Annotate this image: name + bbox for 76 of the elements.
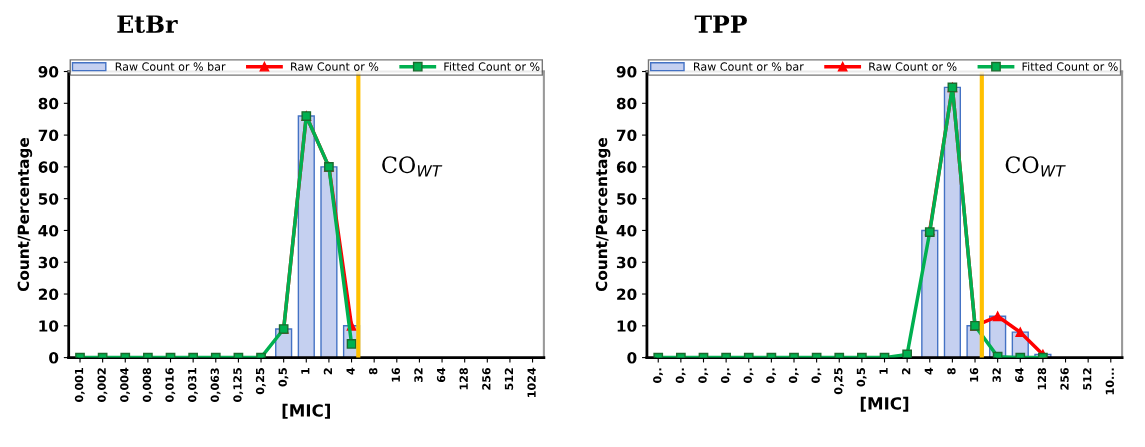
y-tick-label: 60 bbox=[38, 161, 59, 173]
legend-label: Raw Count or % bar bbox=[694, 62, 804, 71]
y-tick-label: 30 bbox=[616, 256, 637, 269]
x-tick-label: 0,. bbox=[720, 368, 731, 383]
y-tick-label: 0 bbox=[627, 352, 637, 364]
y-tick-label: 50 bbox=[38, 193, 59, 205]
y-tick-label: 80 bbox=[38, 97, 59, 110]
y-tick-label: 20 bbox=[617, 288, 637, 301]
legend-label: Raw Count or % bar bbox=[115, 62, 226, 71]
x-tick-label: 512 bbox=[504, 368, 514, 390]
x-tick-label: 0,. bbox=[698, 368, 709, 383]
x-tick-label: 32 bbox=[992, 368, 1001, 383]
x-tick-label: 32 bbox=[414, 368, 423, 383]
y-tick-label: 90 bbox=[38, 65, 59, 78]
x-tick-label: 64 bbox=[436, 367, 446, 383]
legend-label: Raw Count or % bbox=[869, 62, 957, 71]
x-tick-label: 0,125 bbox=[233, 368, 244, 402]
legend-label: Fitted Count or % bbox=[444, 62, 540, 71]
ref-line-label: CO$_{WT}$ bbox=[382, 156, 443, 177]
x-tick-label: 8 bbox=[947, 368, 956, 375]
x-tick-label: 256 bbox=[482, 367, 491, 390]
y-tick-label: 70 bbox=[616, 129, 637, 142]
x-tick-label: 0,031 bbox=[187, 368, 198, 402]
legend-label: Raw Count or % bbox=[291, 62, 379, 71]
x-tick-label: 2 bbox=[901, 368, 911, 375]
x-tick-label: 8 bbox=[368, 368, 378, 375]
ref-line-label: CO$_{WT}$ bbox=[1005, 156, 1066, 177]
y-tick-label: 10 bbox=[39, 320, 59, 332]
x-tick-label: 0,. bbox=[811, 368, 822, 383]
x-tick-label: 10... bbox=[1105, 368, 1115, 395]
x-tick-label: 16 bbox=[969, 367, 979, 382]
x-tick-label: 4 bbox=[346, 367, 355, 375]
x-tick-label: 0,. bbox=[653, 368, 663, 383]
x-tick-label: 128 bbox=[1037, 368, 1047, 390]
x-tick-label: 4 bbox=[924, 367, 933, 375]
x-axis-title: [MIC] bbox=[860, 396, 909, 412]
x-tick-label: 0,008 bbox=[142, 368, 153, 402]
x-tick-label: 0,063 bbox=[210, 368, 221, 402]
y-tick-label: 80 bbox=[616, 97, 637, 110]
x-tick-label: 0,016 bbox=[165, 367, 176, 402]
y-axis-title: Count/Percentage bbox=[595, 137, 611, 292]
x-tick-label: 0,002 bbox=[97, 368, 108, 402]
y-tick-label: 60 bbox=[616, 161, 637, 173]
y-axis-title: Count/Percentage bbox=[17, 137, 33, 292]
x-tick-label: 0,004 bbox=[120, 367, 130, 402]
chart-title: TPP bbox=[694, 15, 747, 33]
y-tick-label: 40 bbox=[38, 224, 59, 237]
x-tick-label: 1 bbox=[301, 368, 310, 374]
x-tick-label: 2 bbox=[323, 368, 332, 375]
y-tick-label: 10 bbox=[617, 320, 637, 332]
x-tick-label: 0,5 bbox=[278, 368, 289, 387]
x-axis-title: [MIC] bbox=[282, 403, 330, 419]
y-tick-label: 90 bbox=[616, 65, 637, 78]
x-tick-label: 16 bbox=[391, 367, 401, 382]
y-tick-label: 0 bbox=[49, 352, 59, 364]
x-tick-label: 0,. bbox=[743, 368, 754, 383]
x-tick-label: 0,5 bbox=[856, 368, 867, 387]
x-tick-label: 512 bbox=[1082, 368, 1092, 390]
x-tick-label: 0,001 bbox=[74, 368, 85, 402]
x-tick-label: 0,. bbox=[766, 368, 777, 383]
chart-title: EtBr bbox=[117, 15, 178, 33]
x-tick-label: 0,. bbox=[788, 368, 799, 383]
y-tick-label: 30 bbox=[38, 256, 59, 269]
x-tick-label: 64 bbox=[1015, 367, 1024, 383]
x-tick-label: 0,. bbox=[675, 368, 686, 383]
y-tick-label: 70 bbox=[38, 129, 59, 142]
x-tick-label: 256 bbox=[1060, 367, 1069, 390]
x-tick-label: 0,25 bbox=[255, 368, 266, 395]
x-tick-label: 128 bbox=[459, 368, 468, 390]
y-tick-label: 20 bbox=[38, 288, 59, 301]
y-tick-label: 50 bbox=[617, 193, 637, 205]
y-tick-label: 40 bbox=[616, 224, 637, 237]
x-tick-label: 0,25 bbox=[834, 368, 844, 395]
x-tick-label: 1 bbox=[879, 368, 888, 374]
x-tick-label: 1024 bbox=[527, 367, 536, 397]
legend-label: Fitted Count or % bbox=[1022, 62, 1118, 71]
